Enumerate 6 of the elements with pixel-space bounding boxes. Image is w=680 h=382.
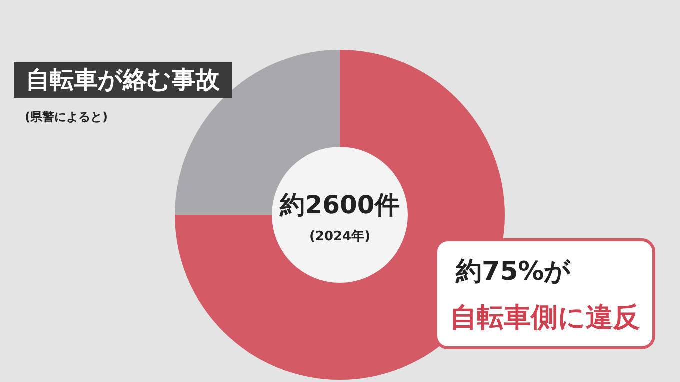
text: 自転車側に違反 xyxy=(450,302,640,334)
text: (県警によると) xyxy=(25,110,108,124)
text: 約2600件 xyxy=(279,190,400,220)
text: 自転車が絡む事故 xyxy=(26,66,221,94)
text: 約75%が xyxy=(455,257,572,287)
text: (2024年) xyxy=(309,230,371,244)
